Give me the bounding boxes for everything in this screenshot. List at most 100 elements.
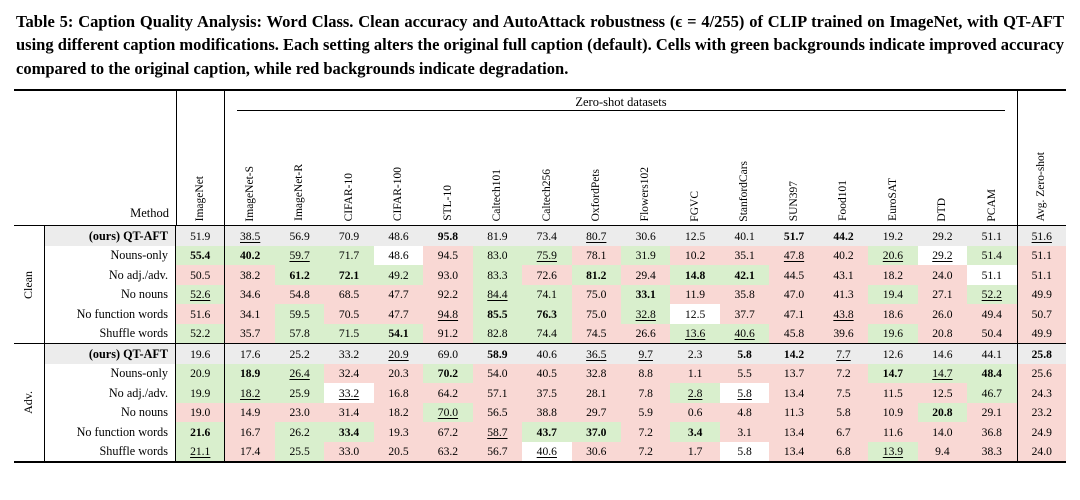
column-header-label: EuroSAT bbox=[886, 178, 899, 222]
value-cell: 3.4 bbox=[670, 422, 720, 442]
value-cell: 57.8 bbox=[274, 323, 325, 344]
value-cell: 2.8 bbox=[670, 383, 720, 403]
value-cell: 14.7 bbox=[868, 363, 918, 384]
column-header: OxfordPets bbox=[572, 115, 621, 225]
value-cell: 14.8 bbox=[670, 265, 720, 285]
value-cell: 80.7 bbox=[571, 226, 621, 246]
value-cell: 24.3 bbox=[1016, 383, 1066, 403]
value-cell: 32.4 bbox=[324, 363, 374, 384]
method-label: No nouns bbox=[44, 284, 176, 305]
value-cell: 18.2 bbox=[868, 265, 918, 285]
value-cell: 19.3 bbox=[373, 422, 424, 442]
value-cell: 43.8 bbox=[818, 304, 869, 324]
value-cell: 7.2 bbox=[818, 363, 869, 384]
value-cell: 74.1 bbox=[522, 284, 572, 305]
value-cell: 40.6 bbox=[522, 344, 572, 364]
value-cell: 11.3 bbox=[769, 402, 819, 423]
value-cell: 32.8 bbox=[620, 304, 671, 324]
column-header: Caltech101 bbox=[473, 115, 522, 225]
value-cell: 21.1 bbox=[176, 441, 226, 462]
value-cell: 54.1 bbox=[373, 323, 424, 344]
value-cell: 47.7 bbox=[373, 304, 424, 324]
value-cell: 50.4 bbox=[967, 323, 1017, 344]
value-cell: 37.5 bbox=[522, 383, 572, 403]
value-cell: 17.6 bbox=[225, 344, 275, 364]
value-cell: 4.8 bbox=[719, 402, 770, 423]
value-cell: 16.8 bbox=[373, 383, 424, 403]
value-cell: 51.6 bbox=[176, 304, 226, 324]
value-cell: 91.2 bbox=[423, 323, 473, 344]
value-cell: 13.4 bbox=[769, 383, 819, 403]
method-label: Nouns-only bbox=[44, 245, 176, 266]
value-cell: 75.0 bbox=[571, 284, 621, 305]
value-cell: 6.8 bbox=[818, 441, 869, 462]
value-cell: 12.5 bbox=[685, 307, 706, 321]
value-cell: 93.0 bbox=[423, 265, 473, 285]
value-cell: 26.6 bbox=[620, 323, 671, 344]
value-cell: 94.8 bbox=[423, 304, 473, 324]
value-cell: 14.7 bbox=[917, 363, 968, 384]
value-cell: 5.8 bbox=[737, 386, 752, 400]
value-cell: 14.0 bbox=[917, 422, 968, 442]
group-label: Clean bbox=[14, 226, 44, 344]
value-cell: 12.5 bbox=[670, 226, 720, 246]
value-cell: 12.6 bbox=[868, 344, 918, 364]
value-cell: 30.6 bbox=[620, 226, 671, 246]
value-cell: 37.0 bbox=[571, 422, 621, 442]
column-header: StanfordCars bbox=[720, 115, 769, 225]
value-cell: 61.2 bbox=[274, 265, 325, 285]
value-cell: 5.8 bbox=[719, 344, 770, 364]
value-cell: 16.7 bbox=[225, 422, 275, 442]
value-cell: 45.8 bbox=[769, 323, 819, 344]
value-cell: 5.5 bbox=[719, 363, 770, 384]
value-cell: 73.4 bbox=[522, 226, 572, 246]
column-header: Caltech256 bbox=[522, 115, 571, 225]
value-cell: 49.2 bbox=[373, 265, 424, 285]
value-cell: 40.2 bbox=[818, 245, 869, 266]
value-cell: 12.5 bbox=[917, 383, 968, 403]
method-label: No function words bbox=[44, 422, 176, 442]
value-cell: 75.9 bbox=[522, 245, 572, 266]
column-header-label: Avg. Zero-shot bbox=[1035, 151, 1048, 222]
value-cell: 44.5 bbox=[769, 265, 819, 285]
value-cell: 47.0 bbox=[769, 284, 819, 305]
value-cell: 32.8 bbox=[571, 363, 621, 384]
value-cell: 20.6 bbox=[868, 245, 918, 266]
value-cell: 47.7 bbox=[373, 284, 424, 305]
value-cell: 74.5 bbox=[571, 323, 621, 344]
column-header: ImageNet-R bbox=[275, 115, 324, 225]
value-cell: 18.6 bbox=[868, 304, 918, 324]
value-cell: 3.1 bbox=[719, 422, 770, 442]
value-cell: 50.5 bbox=[176, 265, 226, 285]
value-cell: 7.2 bbox=[620, 422, 671, 442]
value-cell: 13.7 bbox=[769, 363, 819, 384]
value-cell: 23.2 bbox=[1016, 402, 1066, 423]
column-header-label: Caltech101 bbox=[491, 168, 504, 222]
value-cell: 48.4 bbox=[967, 363, 1017, 384]
column-header: DTD bbox=[918, 115, 967, 225]
group-label: Adv. bbox=[14, 344, 44, 462]
value-cell: 26.4 bbox=[274, 363, 325, 384]
value-cell: 29.4 bbox=[620, 265, 671, 285]
value-cell: 55.4 bbox=[176, 245, 226, 266]
value-cell: 18.9 bbox=[225, 363, 275, 384]
column-header-label: STL-10 bbox=[441, 185, 454, 222]
value-cell: 47.1 bbox=[769, 304, 819, 324]
table-header: Method Zero-shot datasets ImageNet ImageN… bbox=[14, 91, 1066, 227]
value-cell: 63.2 bbox=[423, 441, 473, 462]
value-cell: 9.7 bbox=[620, 344, 671, 364]
method-label: No adj./adv. bbox=[44, 265, 176, 285]
column-header-label: SUN397 bbox=[787, 181, 800, 222]
value-cell: 7.7 bbox=[818, 344, 869, 364]
value-cell: 57.1 bbox=[472, 383, 523, 403]
value-cell: 1.7 bbox=[670, 441, 720, 462]
column-header: Avg. Zero-shot bbox=[1016, 91, 1066, 226]
value-cell: 19.6 bbox=[868, 323, 918, 344]
group-label-text: Clean bbox=[21, 270, 36, 299]
value-cell: 38.2 bbox=[225, 265, 275, 285]
value-cell: 5.8 bbox=[737, 445, 752, 459]
value-cell: 35.8 bbox=[719, 284, 770, 305]
column-header-label: Caltech256 bbox=[540, 168, 553, 222]
column-header: Food101 bbox=[819, 115, 868, 225]
value-cell: 51.1 bbox=[1016, 245, 1066, 266]
